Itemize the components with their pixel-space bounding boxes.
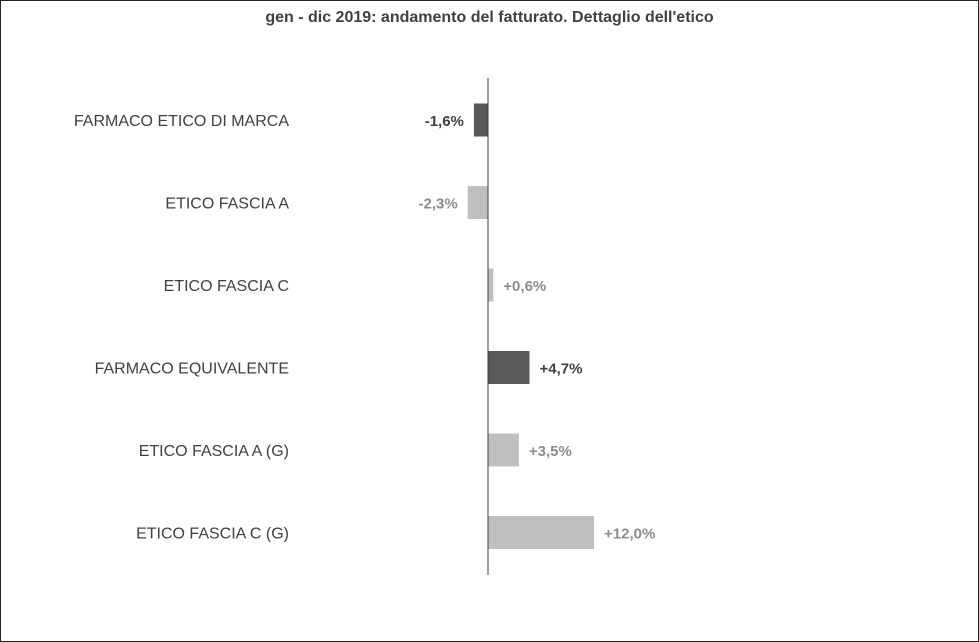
value-label-1: -2,3% (419, 196, 458, 213)
value-label-2: +0,6% (503, 278, 546, 295)
value-label-4: +3,5% (529, 443, 572, 460)
bar-2 (488, 268, 494, 302)
category-label-0: FARMACO ETICO DI MARCA (74, 113, 289, 130)
bar-5 (488, 516, 594, 549)
category-label-3: FARMACO EQUIVALENTE (95, 361, 289, 378)
bar-3 (488, 351, 530, 384)
category-label-4: ETICO FASCIA A (G) (139, 443, 289, 460)
category-label-1: ETICO FASCIA A (165, 196, 289, 213)
value-label-0: -1,6% (425, 113, 464, 130)
value-label-5: +12,0% (604, 526, 655, 543)
bar-0 (473, 103, 488, 137)
category-label-2: ETICO FASCIA C (164, 278, 289, 295)
bar-4 (488, 433, 519, 467)
category-label-5: ETICO FASCIA C (G) (136, 526, 289, 543)
bar-1 (467, 186, 488, 219)
value-label-3: +4,7% (540, 361, 583, 378)
chart-title: gen - dic 2019: andamento del fatturato.… (265, 9, 714, 26)
